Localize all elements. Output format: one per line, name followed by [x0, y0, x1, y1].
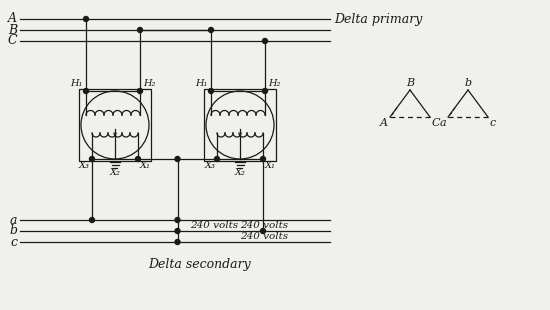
Text: H₂: H₂ — [268, 79, 280, 88]
Text: C: C — [7, 34, 17, 47]
Text: H₁: H₁ — [70, 79, 83, 88]
Text: X₁: X₁ — [265, 161, 276, 170]
Circle shape — [138, 88, 142, 94]
Text: C: C — [432, 118, 441, 128]
Text: 240 volts: 240 volts — [240, 221, 288, 230]
Text: a: a — [439, 118, 446, 128]
Circle shape — [261, 228, 266, 233]
Text: Delta secondary: Delta secondary — [148, 258, 251, 271]
Circle shape — [261, 157, 266, 162]
Text: 240 volts: 240 volts — [190, 221, 238, 230]
Circle shape — [262, 88, 267, 94]
Text: X₃: X₃ — [79, 161, 90, 170]
Text: H₁: H₁ — [196, 79, 208, 88]
Text: B: B — [406, 78, 414, 88]
Circle shape — [208, 88, 213, 94]
Text: X₂: X₂ — [109, 168, 120, 177]
Circle shape — [84, 88, 89, 94]
Text: B: B — [8, 24, 17, 37]
Text: H₂: H₂ — [143, 79, 155, 88]
Circle shape — [208, 28, 213, 33]
Text: b: b — [9, 224, 17, 237]
Text: c: c — [490, 118, 496, 128]
Text: A: A — [380, 118, 388, 128]
Text: 240 volts: 240 volts — [240, 232, 288, 241]
Text: X₂: X₂ — [234, 168, 245, 177]
Circle shape — [175, 157, 180, 162]
Text: X₃: X₃ — [204, 161, 215, 170]
Circle shape — [175, 228, 180, 233]
Text: a: a — [9, 214, 17, 227]
Text: A: A — [8, 12, 17, 25]
Circle shape — [262, 38, 267, 43]
Circle shape — [214, 157, 219, 162]
Text: Delta primary: Delta primary — [334, 12, 422, 25]
Text: c: c — [10, 236, 17, 249]
Circle shape — [175, 218, 180, 223]
Circle shape — [84, 16, 89, 21]
Circle shape — [90, 157, 95, 162]
Text: b: b — [464, 78, 471, 88]
Circle shape — [175, 240, 180, 245]
Circle shape — [90, 218, 95, 223]
Text: X₁: X₁ — [140, 161, 151, 170]
Circle shape — [135, 157, 140, 162]
Circle shape — [138, 28, 142, 33]
